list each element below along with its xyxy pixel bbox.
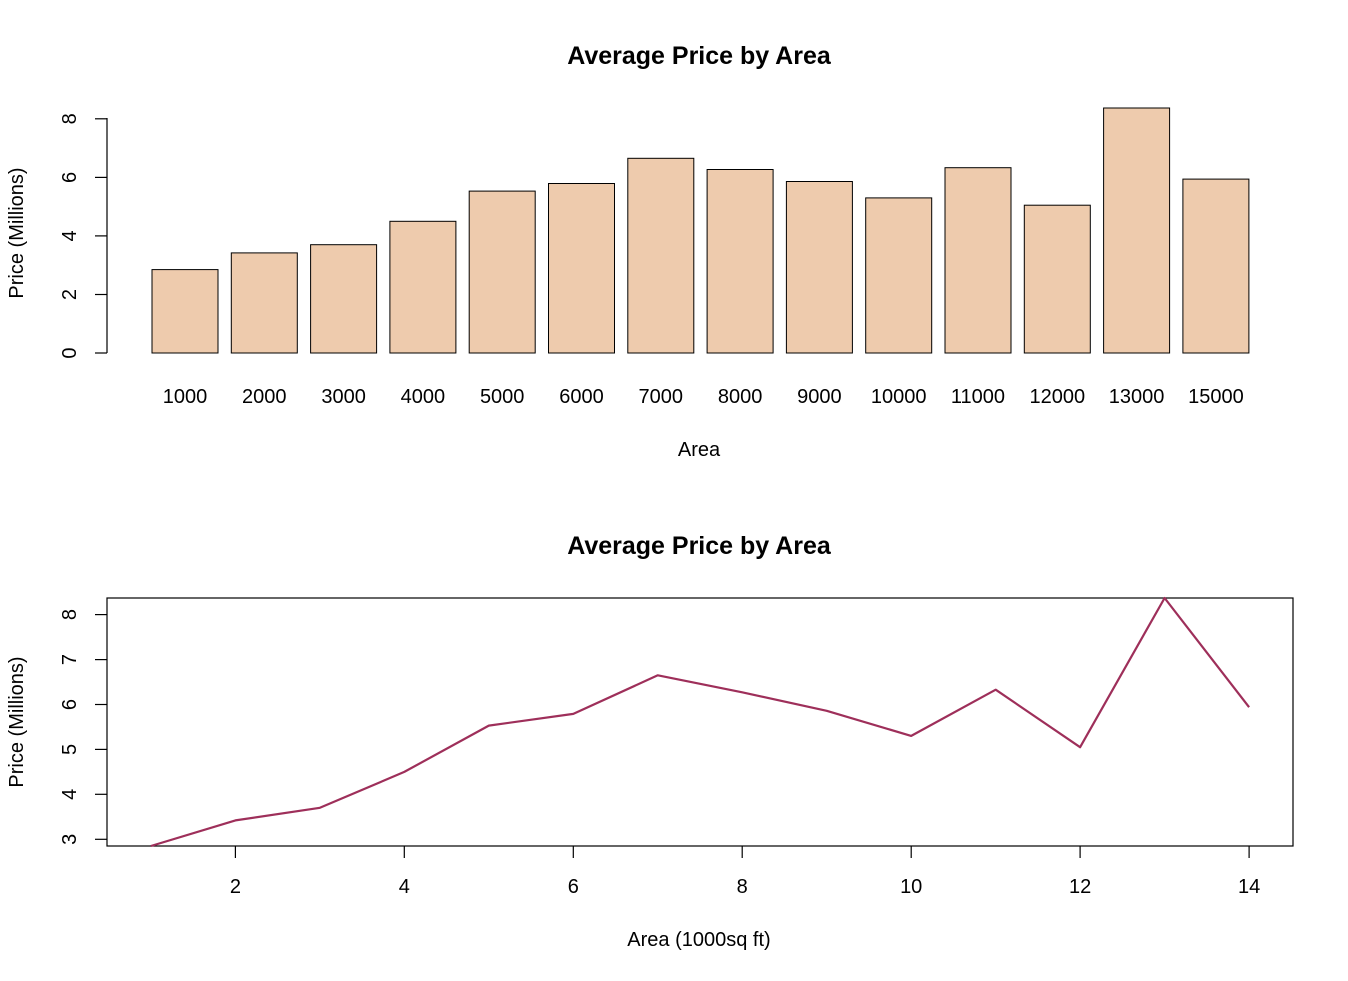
line-x-tick-label: 10 — [900, 876, 922, 898]
bar-y-tick-label: 6 — [59, 172, 81, 183]
bar-category-label: 6000 — [559, 386, 604, 408]
bar-category-label: 15000 — [1188, 386, 1244, 408]
line-chart-panel: Average Price by Area Area (1000sq ft) P… — [6, 532, 1294, 951]
bar-category-label: 3000 — [321, 386, 366, 408]
bar-6000 — [548, 183, 615, 354]
bar-chart-title: Average Price by Area — [567, 42, 832, 70]
line-y-tick-label: 3 — [59, 834, 81, 845]
line-y-tick-label: 6 — [59, 699, 81, 710]
bar-4000 — [389, 220, 457, 354]
line-chart-x-axis-label: Area (1000sq ft) — [627, 929, 770, 951]
bar-chart-bars — [151, 107, 1250, 354]
line-y-tick-label: 4 — [59, 789, 81, 800]
bar-y-tick-label: 8 — [59, 113, 81, 124]
bar-category-label: 11000 — [951, 386, 1005, 408]
line-y-tick-label: 7 — [59, 654, 81, 665]
bar-category-label: 10000 — [871, 386, 927, 408]
line-x-tick-label: 4 — [399, 876, 410, 898]
bar-chart-x-axis-label: Area — [678, 439, 721, 461]
bar-category-label: 9000 — [797, 386, 842, 408]
bar-chart-category-labels: 1000 2000 3000 4000 5000 6000 7000 8000 9000 1000… — [163, 386, 1244, 408]
bar-1000 — [151, 269, 219, 354]
bar-category-label: 8000 — [718, 386, 763, 408]
bar-8000 — [706, 169, 774, 354]
bar-chart-y-axis-label: Price (Millions) — [6, 167, 28, 298]
bar-category-label: 7000 — [639, 386, 684, 408]
line-chart-series-line — [150, 596, 1250, 848]
bar-chart-y-ticks: 0 2 4 6 8 — [59, 113, 107, 359]
line-x-tick-label: 8 — [737, 876, 748, 898]
bar-2000 — [230, 252, 298, 354]
bar-category-label: 5000 — [480, 386, 525, 408]
line-x-tick-label: 6 — [568, 876, 579, 898]
bar-7000 — [627, 157, 695, 354]
bar-3000 — [310, 244, 378, 354]
bar-y-tick-label: 2 — [59, 289, 81, 300]
bar-11000 — [944, 167, 1012, 354]
bar-15000 — [1182, 178, 1250, 354]
bar-9000 — [785, 181, 853, 354]
bar-category-label: 2000 — [242, 386, 287, 408]
bar-category-label: 13000 — [1109, 386, 1165, 408]
bar-13000 — [1103, 107, 1171, 354]
bar-category-label: 12000 — [1029, 386, 1085, 408]
bar-10000 — [865, 197, 933, 354]
line-x-tick-label: 2 — [230, 876, 241, 898]
bar-12000 — [1023, 204, 1091, 354]
bar-category-label: 1000 — [163, 386, 208, 408]
line-y-tick-label: 8 — [59, 609, 81, 620]
line-chart-y-ticks: 3 4 5 6 7 8 — [59, 609, 107, 845]
line-chart-title: Average Price by Area — [567, 532, 832, 560]
line-chart-x-ticks: 2 4 6 8 10 12 14 — [230, 846, 1260, 898]
bar-category-label: 4000 — [401, 386, 446, 408]
line-chart-plot-box — [106, 597, 1294, 847]
bar-chart-panel: Average Price by Area Area Price (Millio… — [6, 42, 1250, 461]
bar-y-tick-label: 4 — [59, 230, 81, 241]
line-y-tick-label: 5 — [59, 744, 81, 755]
line-x-tick-label: 14 — [1238, 876, 1260, 898]
line-x-tick-label: 12 — [1069, 876, 1091, 898]
line-chart-y-axis-label: Price (Millions) — [6, 656, 28, 787]
bar-y-tick-label: 0 — [59, 347, 81, 358]
bar-5000 — [468, 190, 536, 354]
